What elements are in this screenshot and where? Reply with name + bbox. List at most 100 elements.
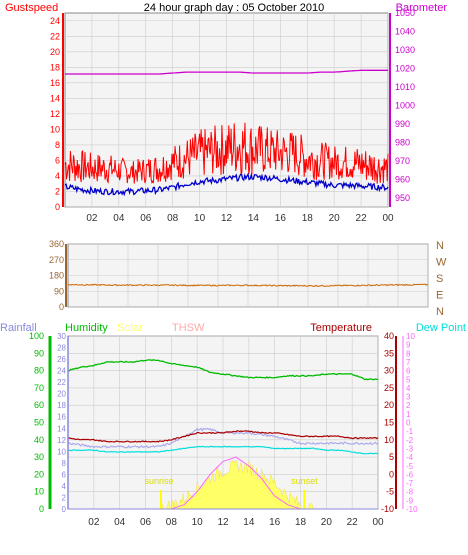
humidity-tick-label: 40 xyxy=(34,435,44,445)
legend-dew-point: Dew Point xyxy=(416,322,466,334)
chart1-right-tick-label: 960 xyxy=(395,174,410,184)
barometer-series-line xyxy=(65,69,388,75)
chart1-left-tick-label: 20 xyxy=(50,47,60,57)
uv-tick-label: -2 xyxy=(406,436,414,445)
chart1-left-tick-label: 2 xyxy=(55,186,60,196)
gustspeed-series-line xyxy=(64,122,389,184)
chart1-left-tick-label: 12 xyxy=(50,109,60,119)
temperature-tick-label: 40 xyxy=(384,331,394,341)
legend-temperature: Temperature xyxy=(310,322,372,334)
chart1-x-tick-label: 22 xyxy=(356,213,368,224)
rainfall-tick-label: 20 xyxy=(57,390,66,399)
chart1-left-tick-label: 8 xyxy=(55,140,60,150)
chart1-left-tick-label: 10 xyxy=(50,124,60,134)
chart1-left-tick-label: 4 xyxy=(55,171,60,181)
chart1-right-tick-label: 950 xyxy=(395,193,410,203)
uv-tick-label: -4 xyxy=(406,453,414,462)
rainfall-tick-label: 24 xyxy=(57,367,66,376)
humidity-tick-label: 70 xyxy=(34,383,44,393)
dewpoint-series-line xyxy=(68,445,379,455)
chart3-x-tick-label: 16 xyxy=(269,517,281,528)
uv-tick-label: -7 xyxy=(406,479,414,488)
legend-solar: Solar xyxy=(117,322,143,334)
humidity-tick-label: 50 xyxy=(34,418,44,428)
chart1-x-tick-label: 20 xyxy=(329,213,341,224)
temperature-tick-label: 15 xyxy=(384,418,394,428)
uv-tick-label: -8 xyxy=(406,488,414,497)
chart1-x-tick-label: 16 xyxy=(275,213,287,224)
chart1-right-tick-label: 1010 xyxy=(395,82,415,92)
temperature-tick-label: -10 xyxy=(381,504,394,514)
chart3-x-tick-label: 06 xyxy=(140,517,152,528)
uv-tick-label: 0 xyxy=(406,419,411,428)
uv-tick-label: -5 xyxy=(406,462,414,471)
temperature-series-line xyxy=(67,430,379,443)
thsw-series-line xyxy=(67,427,379,449)
rainfall-tick-label: 18 xyxy=(57,401,66,410)
uv-tick-label: -9 xyxy=(406,496,414,505)
uv-tick-label: -6 xyxy=(406,470,414,479)
chart3-x-tick-label: 02 xyxy=(88,517,100,528)
chart2-tick-label: 0 xyxy=(59,302,64,312)
rainfall-tick-label: 0 xyxy=(62,505,67,514)
chart1-x-tick-label: 06 xyxy=(140,213,152,224)
chart1-x-tick-label: 10 xyxy=(194,213,206,224)
chart1-left-tick-label: 18 xyxy=(50,62,60,72)
chart3-x-tick-label: 22 xyxy=(347,517,359,528)
chart1-left-tick-label: 0 xyxy=(55,202,60,212)
temperature-tick-label: 5 xyxy=(389,452,394,462)
uv-tick-label: 7 xyxy=(406,358,411,367)
uv-tick-label: 10 xyxy=(406,332,415,341)
uv-tick-label: 5 xyxy=(406,375,411,384)
chart1-left-tick-label: 6 xyxy=(55,155,60,165)
chart1-right-tick-label: 1030 xyxy=(395,45,415,55)
chart2-direction-label: S xyxy=(436,273,443,285)
humidity-series-line xyxy=(67,358,379,381)
uv-tick-label: 1 xyxy=(406,410,411,419)
chart3-x-tick-label: 14 xyxy=(243,517,255,528)
chart1-right-tick-label: 980 xyxy=(395,137,410,147)
temperature-tick-label: 20 xyxy=(384,400,394,410)
chart3-x-tick-label: 18 xyxy=(295,517,307,528)
rainfall-tick-label: 2 xyxy=(62,493,67,502)
chart1-x-tick-label: 08 xyxy=(167,213,179,224)
rainfall-tick-label: 30 xyxy=(57,332,66,341)
temperature-tick-label: 25 xyxy=(384,383,394,393)
rainfall-tick-label: 8 xyxy=(62,459,67,468)
temperature-tick-label: -5 xyxy=(386,487,394,497)
temperature-tick-label: 10 xyxy=(384,435,394,445)
humidity-tick-label: 10 xyxy=(34,487,44,497)
uv-tick-label: -10 xyxy=(406,505,418,514)
legend-rainfall: Rainfall xyxy=(0,322,37,334)
rainfall-tick-label: 14 xyxy=(57,424,66,433)
humidity-tick-label: 0 xyxy=(39,504,44,514)
humidity-tick-label: 60 xyxy=(34,400,44,410)
windspeed-series-line xyxy=(64,172,389,197)
chart2-tick-label: 90 xyxy=(54,286,64,296)
chart1-left-tick-label: 16 xyxy=(50,78,60,88)
uv-tick-label: 4 xyxy=(406,384,411,393)
chart1-right-axis-label: Barometer xyxy=(396,2,448,14)
chart1-right-tick-label: 1050 xyxy=(395,8,415,18)
uv-tick-label: 2 xyxy=(406,401,411,410)
chart3-x-tick-label: 12 xyxy=(217,517,229,528)
chart1-right-tick-label: 970 xyxy=(395,156,410,166)
chart1-x-tick-label: 14 xyxy=(248,213,260,224)
chart1-x-tick-label: 00 xyxy=(382,213,394,224)
chart3-x-tick-label: 10 xyxy=(192,517,204,528)
chart2-tick-label: 270 xyxy=(49,255,64,265)
uv-tick-label: -3 xyxy=(406,444,414,453)
uv-tick-label: 8 xyxy=(406,349,411,358)
chart1-x-tick-label: 04 xyxy=(113,213,125,224)
humidity-tick-label: 90 xyxy=(34,348,44,358)
chart2-tick-label: 180 xyxy=(49,271,64,281)
sunset-label: sunset xyxy=(291,476,318,486)
rainfall-tick-label: 10 xyxy=(57,447,66,456)
chart1-x-tick-label: 02 xyxy=(86,213,98,224)
chart1-left-tick-label: 14 xyxy=(50,93,60,103)
uv-tick-label: 9 xyxy=(406,341,411,350)
humidity-tick-label: 100 xyxy=(29,331,44,341)
uv-tick-label: -1 xyxy=(406,427,414,436)
